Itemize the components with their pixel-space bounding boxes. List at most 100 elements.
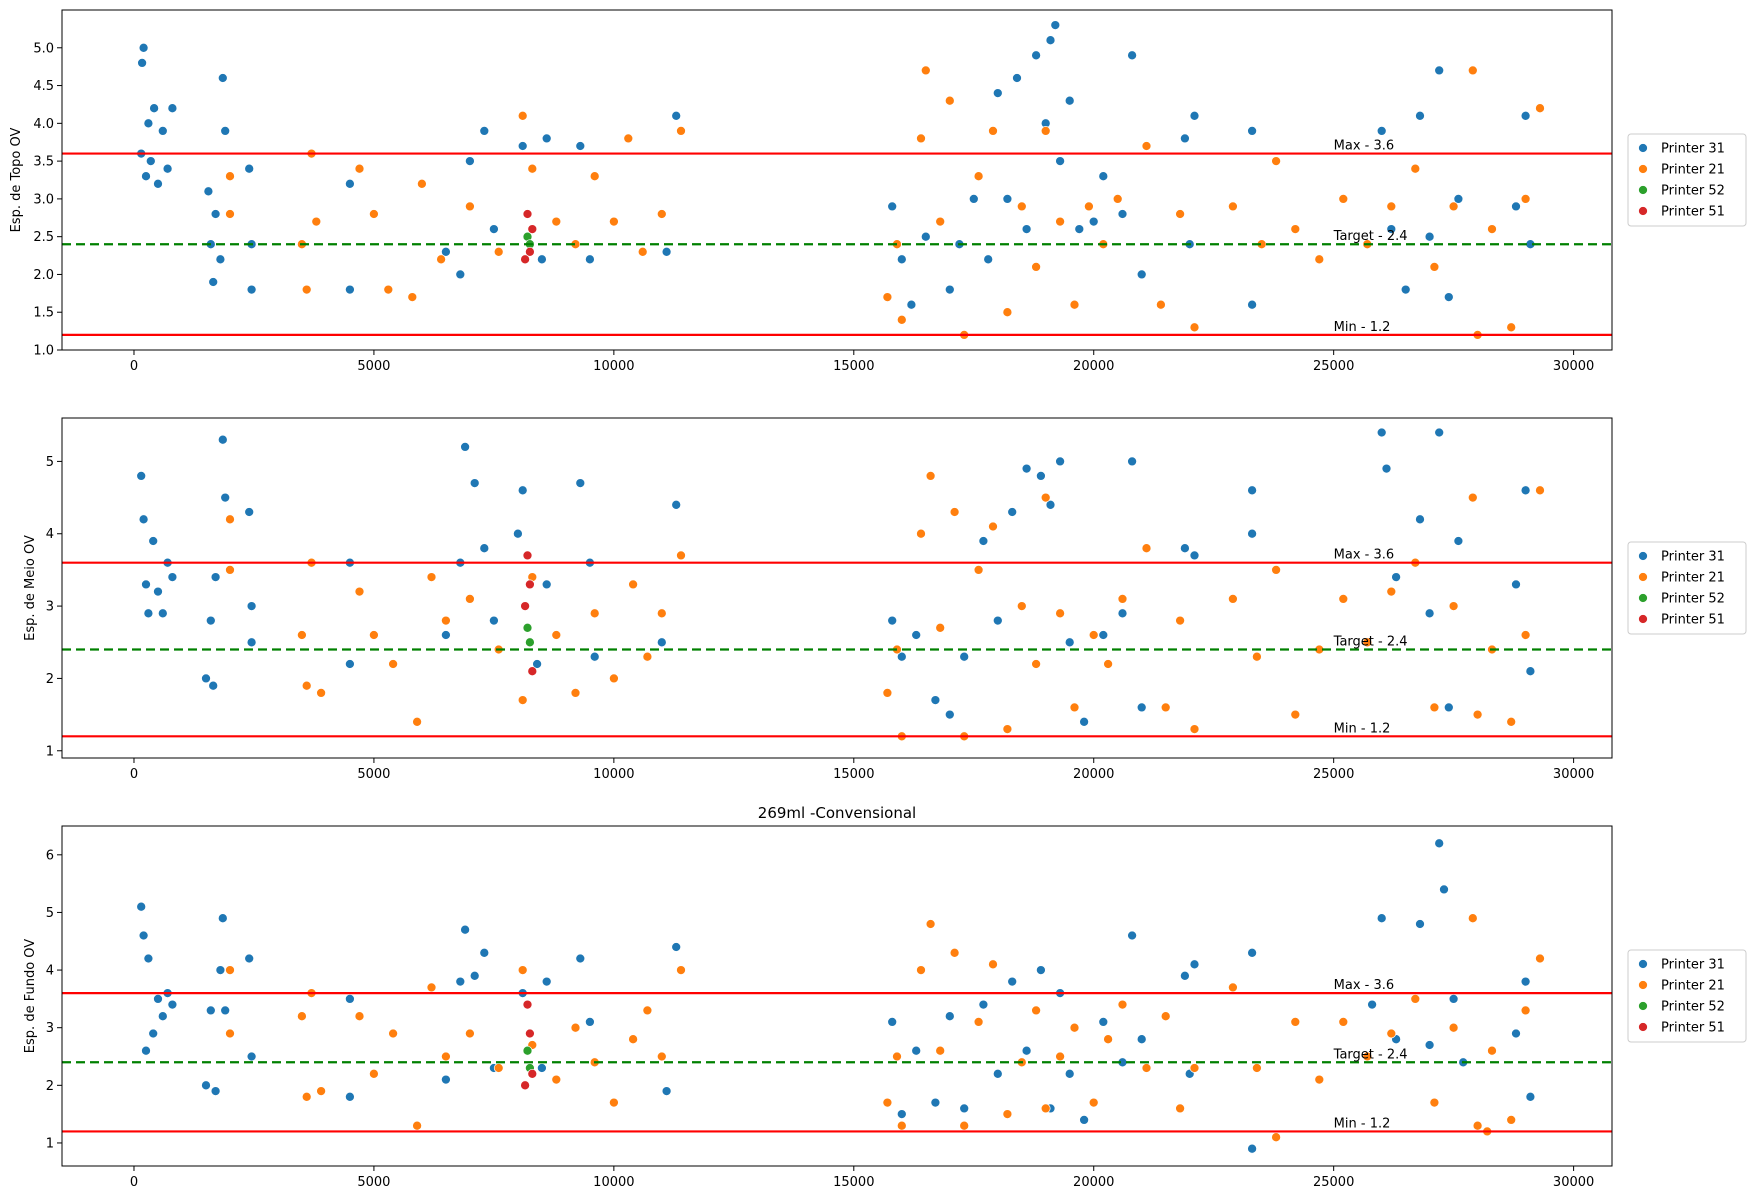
- data-point: [1429, 262, 1440, 272]
- scatter-points: [136, 427, 1545, 742]
- data-point: [1002, 194, 1013, 204]
- y-tick-label: 2.0: [33, 268, 54, 283]
- data-point: [1136, 702, 1147, 713]
- data-point: [522, 622, 533, 633]
- data-point: [656, 1051, 667, 1062]
- data-point: [661, 246, 672, 257]
- series-printer-51: [520, 999, 538, 1091]
- data-point: [1415, 919, 1425, 929]
- data-point: [215, 965, 226, 975]
- data-point: [1189, 959, 1200, 970]
- data-point: [1180, 970, 1190, 981]
- data-point: [208, 680, 219, 691]
- data-point: [1386, 224, 1397, 234]
- data-point: [220, 492, 231, 503]
- y-tick-label: 3.0: [33, 192, 54, 207]
- x-tick-label: 10000: [593, 767, 634, 782]
- data-point: [1520, 485, 1531, 496]
- data-point: [469, 478, 480, 488]
- y-tick-label: 1: [46, 1136, 54, 1151]
- data-point: [676, 965, 686, 975]
- legend-box: [1627, 949, 1747, 1043]
- data-point: [141, 579, 151, 590]
- x-tick-label: 30000: [1553, 1175, 1594, 1190]
- data-point: [541, 579, 552, 590]
- data-point: [1069, 299, 1080, 310]
- data-point: [246, 637, 257, 648]
- data-point: [203, 186, 214, 197]
- legend-marker: [1638, 614, 1648, 624]
- x-tick-label: 15000: [833, 767, 874, 782]
- data-point: [992, 1068, 1003, 1079]
- x-tick-label: 5000: [357, 359, 390, 374]
- data-point: [205, 615, 216, 626]
- data-point: [1045, 35, 1056, 46]
- data-point: [1271, 565, 1281, 575]
- x-tick-label: 25000: [1313, 767, 1354, 782]
- data-point: [316, 1086, 326, 1096]
- data-point: [520, 601, 530, 611]
- data-point: [676, 126, 686, 136]
- data-point: [215, 254, 226, 265]
- data-point: [935, 622, 946, 633]
- data-point: [527, 666, 538, 677]
- data-point: [551, 1074, 562, 1085]
- data-point: [1117, 999, 1128, 1010]
- chart-panel-1: Max - 3.6 Target - 2.4 Min - 1.2 0 5000 10000…: [9, 9, 1747, 374]
- y-tick-label: 6: [46, 848, 54, 863]
- y-tick-label: 3.5: [33, 155, 54, 170]
- data-point: [1362, 1051, 1373, 1062]
- data-point: [541, 976, 552, 987]
- data-point: [441, 1074, 451, 1085]
- legend-label: Printer 51: [1661, 205, 1725, 220]
- data-point: [1021, 1045, 1032, 1056]
- data-point: [1376, 913, 1387, 924]
- data-point: [517, 965, 528, 975]
- data-point: [1424, 608, 1435, 619]
- x-tick-label: 0: [130, 359, 138, 374]
- data-point: [1448, 1022, 1459, 1033]
- data-point: [527, 224, 538, 234]
- data-point: [1520, 630, 1531, 640]
- data-point: [145, 156, 156, 166]
- data-point: [1084, 201, 1094, 212]
- data-point: [157, 608, 168, 619]
- data-point: [143, 953, 154, 964]
- data-point: [896, 254, 907, 265]
- x-tick-label: 5000: [357, 1175, 390, 1190]
- data-point: [297, 1011, 307, 1022]
- data-point: [345, 284, 355, 295]
- data-point: [1127, 930, 1137, 941]
- data-point: [1362, 637, 1373, 648]
- data-point: [1429, 1097, 1440, 1108]
- data-point: [1520, 1005, 1531, 1016]
- data-point: [1381, 463, 1392, 474]
- data-point: [489, 224, 499, 234]
- data-point: [1088, 630, 1099, 640]
- data-point: [1064, 95, 1075, 106]
- data-point: [609, 216, 619, 227]
- data-point: [1535, 103, 1545, 114]
- data-point: [1175, 615, 1185, 626]
- data-point: [345, 994, 355, 1004]
- data-point: [920, 65, 931, 76]
- data-point: [1386, 1028, 1397, 1039]
- data-point: [412, 716, 422, 727]
- legend-label: Printer 21: [1661, 571, 1725, 586]
- data-point: [345, 1091, 355, 1102]
- data-point: [436, 254, 446, 265]
- data-point: [1112, 194, 1123, 204]
- x-tick-label: 5000: [357, 767, 390, 782]
- data-point: [1117, 209, 1128, 219]
- data-point: [892, 1051, 902, 1062]
- data-point: [1525, 666, 1536, 677]
- y-tick-label: 4.0: [33, 117, 54, 132]
- y-tick-label: 1.0: [33, 344, 54, 359]
- legend-marker: [1638, 551, 1648, 561]
- data-point: [1175, 209, 1185, 219]
- legend: Printer 31 Printer 21 Printer 52 Printer 51: [1627, 949, 1747, 1043]
- data-point: [244, 507, 255, 517]
- data-point: [1189, 724, 1200, 734]
- data-point: [217, 73, 228, 83]
- data-point: [1117, 608, 1128, 619]
